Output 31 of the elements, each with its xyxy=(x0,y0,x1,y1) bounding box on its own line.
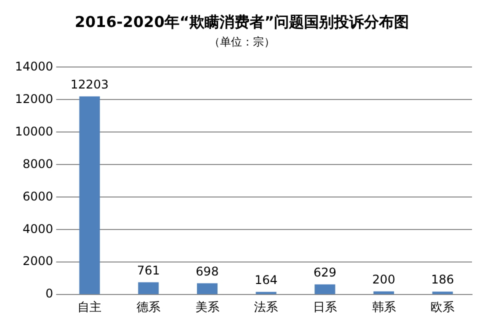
data-label: 200 xyxy=(372,272,396,286)
bar xyxy=(256,292,276,294)
data-label: 186 xyxy=(431,272,454,287)
x-tick-label: 美系 xyxy=(195,300,220,314)
y-tick-label: 0 xyxy=(46,286,54,301)
bar xyxy=(373,291,394,294)
data-label: 629 xyxy=(313,266,336,280)
bar xyxy=(196,283,218,294)
y-tick-label: 8000 xyxy=(22,156,54,171)
y-tick-label: 6000 xyxy=(22,189,54,204)
data-label: 12203 xyxy=(70,78,109,92)
x-tick-label: 日系 xyxy=(312,300,337,314)
y-tick-label: 2000 xyxy=(22,254,54,268)
x-tick-label: 韩系 xyxy=(372,300,396,314)
bar xyxy=(432,292,453,294)
data-label: 761 xyxy=(136,263,160,278)
y-tick-label: 10000 xyxy=(14,124,54,138)
chart-subtitle: （单位：宗） xyxy=(209,35,275,48)
bar xyxy=(138,282,159,294)
data-label: 698 xyxy=(196,264,219,278)
y-tick-label: 14000 xyxy=(14,59,54,74)
bar xyxy=(79,96,100,294)
data-label: 164 xyxy=(254,273,278,288)
x-tick-label: 自主 xyxy=(78,300,102,314)
x-tick-label: 欧系 xyxy=(430,300,455,314)
x-tick-label: 德系 xyxy=(136,300,160,314)
x-tick-label: 法系 xyxy=(254,300,278,314)
y-tick-label: 12000 xyxy=(14,92,54,106)
bar xyxy=(314,284,336,294)
y-tick-label: 4000 xyxy=(22,222,54,236)
chart-title: 2016-2020年“欺瞒消费者”问题国别投诉分布图 xyxy=(74,12,410,31)
